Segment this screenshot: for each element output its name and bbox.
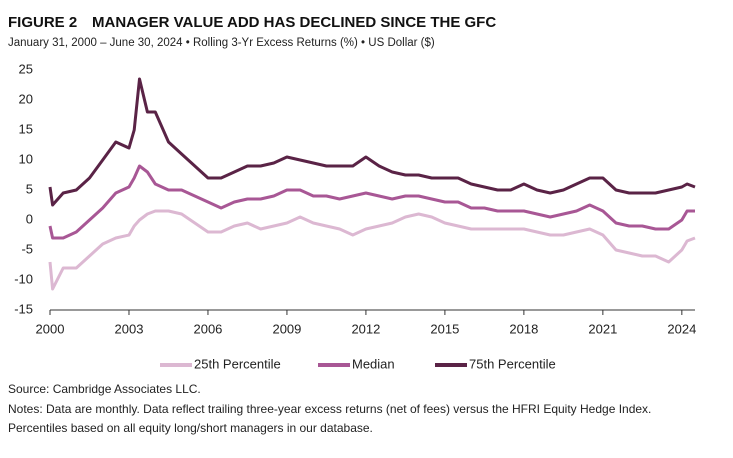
x-tick-label: 2006 — [193, 321, 222, 336]
legend-label: 25th Percentile — [194, 356, 281, 371]
y-tick-label: 25 — [19, 61, 33, 76]
legend-label: Median — [352, 356, 395, 371]
x-tick-label: 2021 — [588, 321, 617, 336]
y-tick-label: 20 — [19, 91, 33, 106]
y-tick-label: 15 — [19, 121, 33, 136]
x-tick-label: 2024 — [667, 321, 696, 336]
source: Source: Cambridge Associates LLC. — [8, 382, 201, 396]
y-tick-label: 10 — [19, 151, 33, 166]
chart-title: MANAGER VALUE ADD HAS DECLINED SINCE THE… — [92, 14, 496, 31]
y-tick-label: 5 — [26, 181, 33, 196]
legend-label: 75th Percentile — [469, 356, 556, 371]
figure-label: FIGURE 2 — [8, 14, 77, 31]
series-line — [48, 209, 696, 291]
x-tick-label: 2000 — [36, 321, 65, 336]
note: Notes: Data are monthly. Data reflect tr… — [8, 402, 651, 416]
series-line — [48, 77, 696, 207]
x-tick-label: 2012 — [351, 321, 380, 336]
x-tick-label: 2015 — [430, 321, 459, 336]
note: Percentiles based on all equity long/sho… — [8, 421, 373, 435]
x-tick-label: 2009 — [272, 321, 301, 336]
y-tick-label: -15 — [14, 301, 33, 316]
series-line — [48, 164, 695, 240]
y-tick-label: 0 — [26, 211, 33, 226]
chart-subtitle: January 31, 2000 – June 30, 2024 • Rolli… — [8, 37, 435, 49]
x-tick-label: 2018 — [509, 321, 538, 336]
y-tick-label: -5 — [21, 241, 33, 256]
y-tick-label: -10 — [14, 271, 33, 286]
x-tick-label: 2003 — [115, 321, 144, 336]
